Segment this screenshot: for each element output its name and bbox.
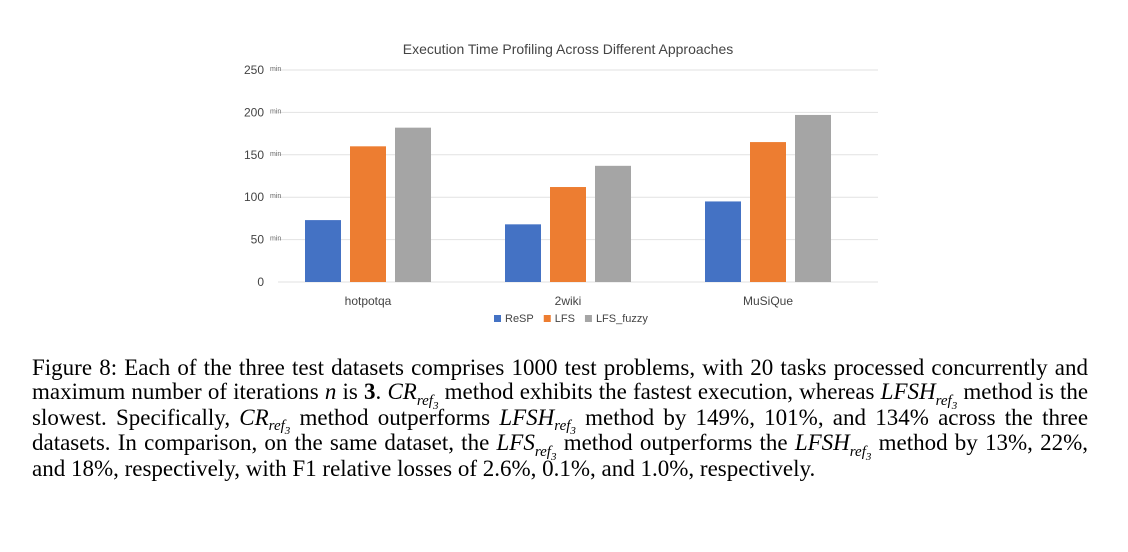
- bar-resp-hotpotqa: [305, 220, 341, 282]
- bars: [305, 114, 831, 282]
- caption-math: LFSHref3: [794, 430, 872, 463]
- caption-math: LFSHref3: [499, 404, 576, 438]
- caption-math: LFSref3: [496, 430, 557, 463]
- y-tick-unit: min: [270, 236, 281, 243]
- bar-lfs-2wiki: [550, 187, 586, 282]
- bar-lfs-hotpotqa: [350, 146, 386, 282]
- x-axis-ticks: hotpotqa 2wiki MuSiQue: [345, 294, 794, 308]
- legend: ReSP LFS LFS_fuzzy: [494, 313, 648, 325]
- y-tick-label: 50: [251, 233, 265, 247]
- legend-swatch: [494, 315, 501, 322]
- caption-text: is: [342, 379, 358, 404]
- y-tick-unit: min: [270, 66, 281, 73]
- y-tick-unit: min: [270, 108, 281, 115]
- caption-text: method outperforms the: [563, 430, 788, 456]
- bar-lfs-fuzzy-2wiki: [595, 165, 631, 282]
- caption-text: method by 13%, 22%, and 18%, respectivel…: [32, 430, 1089, 481]
- bar-chart: Execution Time Profiling Across Differen…: [244, 41, 878, 325]
- y-tick-label: 150: [244, 148, 264, 162]
- y-tick-unit: min: [270, 193, 281, 200]
- caption-text: .: [375, 379, 382, 404]
- bar-lfs-fuzzy-musique: [795, 114, 831, 282]
- caption-text: method is the slowest. Specifically,: [32, 379, 1089, 430]
- y-tick-label: 200: [244, 105, 264, 119]
- y-tick-label: 0: [257, 275, 264, 289]
- caption-label: Figure 8:: [32, 355, 118, 380]
- caption-text: method outperforms: [299, 404, 491, 430]
- caption-bold: 3: [364, 379, 376, 404]
- bar-resp-2wiki: [505, 224, 541, 282]
- figure-caption: Figure 8: Each of the three test dataset…: [32, 356, 1088, 481]
- caption-math: CRref3: [387, 379, 439, 412]
- x-tick-label: 2wiki: [555, 294, 582, 308]
- legend-label: ReSP: [505, 313, 534, 325]
- legend-swatch: [584, 315, 592, 322]
- caption-text: method by 149%, 101%, and 134% across th…: [32, 404, 1089, 456]
- legend-label: LFS_fuzzy: [596, 313, 648, 325]
- y-tick-label: 100: [244, 190, 264, 204]
- y-tick-label: 250: [244, 63, 264, 77]
- caption-text: method exhibits the fastest execution, w…: [444, 379, 875, 404]
- caption-math: CRref3: [239, 404, 291, 438]
- legend-swatch: [543, 315, 551, 322]
- x-tick-label: hotpotqa: [345, 294, 392, 308]
- caption-math: n: [324, 379, 337, 404]
- chart-title: Execution Time Profiling Across Differen…: [403, 41, 733, 57]
- x-tick-label: MuSiQue: [743, 294, 793, 308]
- bar-resp-musique: [705, 201, 741, 282]
- legend-label: LFS: [555, 313, 575, 325]
- caption-text: Each of the three test datasets comprise…: [32, 355, 1088, 404]
- bar-lfs-fuzzy-hotpotqa: [395, 127, 431, 282]
- bar-lfs-musique: [750, 142, 786, 282]
- y-tick-unit: min: [270, 151, 281, 158]
- caption-math: LFSHref3: [880, 379, 958, 412]
- y-axis-ticks: 0 50 min 100 min 150 min 200 min 250 min: [244, 63, 281, 289]
